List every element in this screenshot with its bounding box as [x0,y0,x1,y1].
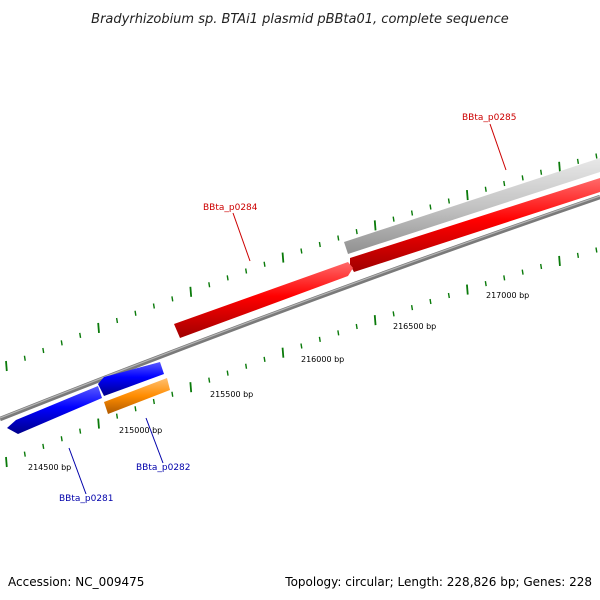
inner-tick-23 [429,298,432,305]
inner-tick-0 [5,456,8,468]
outer-tick-9 [171,296,174,302]
accession-text: Accession: NC_009475 [8,575,144,589]
inner-tick-14 [263,356,266,363]
outer-tick-21 [392,216,395,222]
inner-tick-26 [484,281,487,287]
leader-line-bbta-p0284 [232,212,251,262]
inner-tick-25 [466,284,469,295]
outer-tick-27 [503,180,506,187]
backbone-line-highlight [0,195,600,419]
inner-tick-16 [300,343,303,349]
outer-tick-31 [576,158,580,164]
outer-tick-14 [263,261,266,267]
inner-tick-6 [115,413,119,419]
backbone-line [0,194,600,422]
outer-tick-30 [558,161,561,172]
inner-tick-2 [42,443,45,450]
inner-tick-12 [226,370,229,376]
gene-labels: BBta_p0285 BBta_p0284 BBta_p0282 BBta_p0… [59,113,517,504]
inner-tick-32 [595,247,598,253]
outer-tick-19 [355,229,358,235]
inner-tick-22 [410,305,414,311]
inner-tick-3 [60,436,63,442]
gene-blue-reverse-2[interactable] [98,362,164,396]
inner-tick-27 [503,275,506,281]
gene-bbta-p0284[interactable] [174,262,353,338]
leader-line-bbta-p0285 [489,123,507,171]
outer-tick-23 [429,204,432,210]
label-bbta-p0281[interactable]: BBta_p0281 [59,494,114,504]
outer-tick-1 [23,355,26,361]
inner-tick-15 [281,347,285,358]
inner-tick-11 [208,377,211,383]
outer-tick-16 [300,248,303,254]
outer-tick-2 [42,347,45,354]
outer-tick-5 [97,322,100,333]
outer-tick-15 [281,252,285,263]
outer-tick-29 [539,169,543,175]
map-title: Bradyrhizobium sp. BTAi1 plasmid pBBta01… [91,12,509,27]
inner-tick-24 [447,292,450,299]
inner-tick-10 [189,382,193,393]
inner-tick-9 [171,391,174,397]
outer-tick-6 [115,317,119,324]
outer-tick-32 [595,153,598,159]
scale-labels: 214500 bp 215000 bp 215500 bp 216000 bp … [28,291,529,472]
outer-tick-3 [60,340,63,346]
inner-tick-31 [576,252,580,259]
outer-tick-11 [208,282,211,288]
inner-tick-28 [521,269,524,275]
outer-tick-0 [5,360,8,372]
tick-label-217000: 217000 bp [486,291,529,300]
outer-tick-26 [484,186,487,192]
label-bbta-p0282[interactable]: BBta_p0282 [136,463,191,473]
inner-tick-8 [152,398,155,405]
inner-tick-row [5,247,598,468]
label-bbta-p0284[interactable]: BBta_p0284 [203,203,258,213]
inner-tick-30 [558,255,561,266]
label-bbta-p0285[interactable]: BBta_p0285 [462,113,517,123]
gene-bbta-p0281[interactable] [7,386,102,434]
tick-label-216500: 216500 bp [393,322,436,331]
leader-line-bbta-p0282 [145,417,164,464]
inner-tick-1 [23,451,26,457]
outer-tick-22 [410,210,414,216]
outer-tick-20 [373,220,377,231]
inner-tick-20 [373,315,377,326]
outer-tick-7 [134,310,137,316]
outer-tick-18 [337,235,340,241]
outer-tick-28 [521,175,524,181]
outer-tick-13 [244,268,248,274]
inner-tick-18 [337,330,340,336]
inner-tick-17 [318,336,321,343]
outer-tick-24 [447,198,450,204]
inner-tick-5 [97,418,100,429]
outer-tick-12 [226,275,229,281]
tick-label-216000: 216000 bp [301,355,344,364]
outer-tick-row [5,153,598,372]
inner-tick-29 [539,263,543,270]
leader-line-bbta-p0281 [68,447,87,495]
outer-tick-25 [466,190,469,201]
outer-tick-4 [79,332,82,338]
outer-tick-17 [318,241,321,248]
inner-tick-4 [79,428,82,434]
summary-text: Topology: circular; Length: 228,826 bp; … [284,575,592,589]
inner-tick-13 [244,363,248,369]
gene-bbta-p0282[interactable] [104,378,170,414]
inner-tick-21 [392,311,395,317]
tick-label-215500: 215500 bp [210,390,253,399]
tick-label-215000: 215000 bp [119,426,162,435]
inner-tick-19 [355,323,358,330]
tick-label-214500: 214500 bp [28,463,71,472]
inner-tick-7 [134,406,137,412]
outer-tick-8 [152,303,155,309]
outer-tick-10 [189,286,193,297]
gene-bbta-p0285[interactable] [350,178,600,272]
gene-neighbor-gray[interactable] [344,158,600,254]
